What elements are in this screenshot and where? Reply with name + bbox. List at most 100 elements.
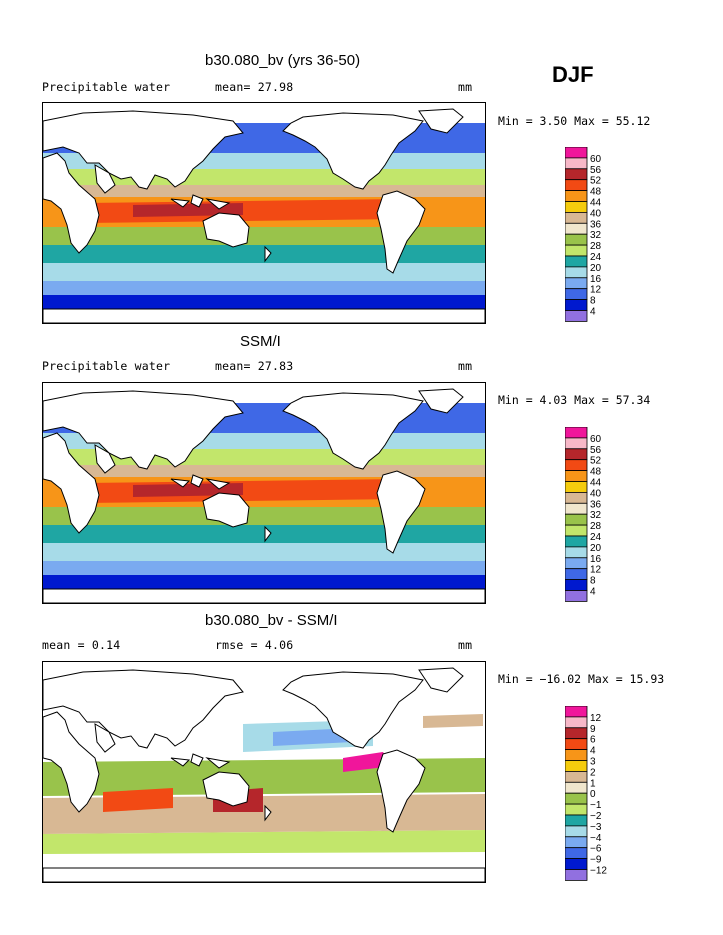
legend-label: 4 [590, 587, 596, 598]
panel-2-variable-label: Precipitable water [42, 359, 171, 373]
continent-outline [94, 444, 116, 474]
continent-outline [202, 771, 250, 807]
panel-2-map [42, 382, 486, 604]
field-contour [43, 561, 485, 575]
panel-1-units: mm [458, 80, 473, 94]
legend-label: 56 [590, 165, 602, 176]
legend-swatch [565, 168, 588, 181]
legend-swatch [565, 858, 588, 870]
legend-swatch [565, 524, 588, 537]
continent-outline [418, 388, 464, 414]
legend-label: 28 [590, 241, 602, 252]
legend-label: 4 [590, 746, 596, 757]
continent-outline [190, 194, 204, 208]
legend-swatch [565, 749, 588, 761]
legend-label: 52 [590, 456, 602, 467]
legend-swatch [565, 706, 588, 718]
legend-label: −6 [590, 844, 602, 855]
continent-outline [264, 525, 272, 543]
legend-swatch [565, 568, 588, 580]
legend-label: 28 [590, 521, 602, 532]
panel-2-minmax: Min = 4.03 Max = 57.34 [498, 393, 651, 407]
legend-label: 1 [590, 778, 596, 789]
legend-label: 12 [590, 713, 602, 724]
continent-outline [376, 749, 426, 833]
legend-swatch [565, 233, 588, 246]
legend-label: −9 [590, 855, 602, 866]
panel-1-legend: 60 56 52 48 44 40 36 32 28 24 20 16 12 8 4 [565, 147, 625, 323]
continent-outline [43, 588, 485, 603]
legend-swatch [565, 201, 588, 213]
panel-1-minmax: Min = 3.50 Max = 55.12 [498, 114, 651, 128]
legend-swatch [565, 803, 588, 816]
continent-outline [376, 470, 426, 554]
continent-outline [43, 867, 485, 882]
legend-label: −2 [590, 811, 602, 822]
panel-3-title: b30.080_bv - SSM/I [205, 612, 338, 629]
continent-outline [282, 112, 424, 190]
legend-label: 8 [590, 576, 596, 587]
legend-swatch [565, 760, 588, 772]
continent-outline [264, 245, 272, 263]
panel-1-map [42, 102, 486, 324]
panel-3-units: mm [458, 638, 473, 652]
legend-swatch [565, 716, 588, 729]
field-contour [103, 788, 173, 812]
legend-swatch [565, 277, 588, 290]
legend-label: 44 [590, 198, 602, 209]
legend-swatch [565, 781, 588, 794]
legend-swatch [565, 147, 588, 159]
legend-swatch [565, 437, 588, 450]
continent-outline [43, 110, 244, 190]
legend-label: 32 [590, 510, 602, 521]
legend-swatch [565, 255, 588, 268]
legend-swatch [565, 836, 588, 849]
continent-outline [190, 753, 204, 767]
continent-outline [202, 492, 250, 528]
panel-2-legend: 60 56 52 48 44 40 36 32 28 24 20 16 12 8 4 [565, 427, 625, 603]
legend-label: 16 [590, 554, 602, 565]
legend-swatch [565, 825, 588, 838]
legend-swatch [565, 869, 588, 881]
field-contour [43, 245, 485, 263]
legend-label: 48 [590, 467, 602, 478]
continent-outline [43, 711, 100, 813]
legend-swatch [565, 771, 588, 783]
continent-outline [170, 757, 191, 767]
legend-swatch [565, 427, 588, 439]
legend-swatch [565, 492, 588, 504]
legend-swatch [565, 481, 588, 493]
legend-label: 40 [590, 488, 602, 499]
legend-swatch [565, 244, 588, 257]
legend-swatch [565, 579, 588, 591]
legend-swatch [565, 157, 588, 170]
legend-swatch [565, 557, 588, 570]
continent-outline [94, 723, 116, 753]
legend-label: −12 [590, 866, 607, 877]
legend-swatch [565, 727, 588, 740]
panel-2-mean-label: mean= 27.83 [215, 359, 294, 373]
continent-outline [190, 474, 204, 488]
continent-outline [205, 478, 231, 490]
field-contour [43, 525, 485, 543]
field-contour [43, 543, 485, 561]
legend-swatch [565, 792, 588, 805]
legend-swatch [565, 470, 588, 482]
legend-label: 4 [590, 307, 596, 318]
field-contour [43, 263, 485, 281]
continent-outline [202, 212, 250, 248]
panel-1-title: b30.080_bv (yrs 36-50) [205, 52, 361, 69]
legend-swatch [565, 179, 588, 192]
legend-label: 9 [590, 724, 596, 735]
continent-outline [418, 108, 464, 134]
field-contour [43, 507, 485, 525]
legend-label: 24 [590, 252, 602, 263]
field-contour [43, 227, 485, 245]
field-contour [43, 281, 485, 295]
legend-label: 40 [590, 208, 602, 219]
legend-label: 48 [590, 187, 602, 198]
continent-outline [94, 164, 116, 194]
legend-swatch [565, 502, 588, 515]
legend-swatch [565, 266, 588, 279]
legend-label: 0 [590, 789, 596, 800]
